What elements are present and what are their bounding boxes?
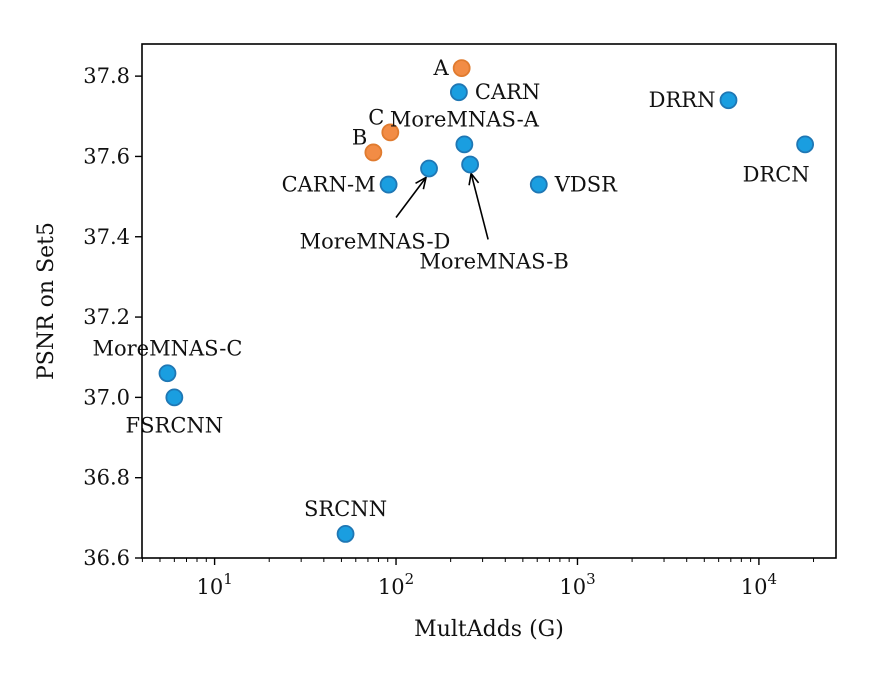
point-moremnas-a [455, 135, 474, 154]
point-label-moremnas-d: MoreMNAS-D [300, 229, 451, 253]
point-label-moremnas-c: MoreMNAS-C [92, 336, 242, 360]
point-label-vdsr: VDSR [554, 173, 618, 197]
point-label-c: C [368, 105, 384, 129]
point-label-moremnas-a: MoreMNAS-A [390, 107, 540, 131]
x-tick-label: 104 [741, 570, 777, 599]
point-srcnn [336, 525, 355, 543]
data-points [158, 59, 815, 543]
y-tick-label: 37.8 [83, 64, 130, 88]
annotations [395, 171, 489, 240]
x-tick-base: 10 [559, 575, 586, 599]
annotation-arrow-line [470, 173, 489, 240]
point-label-fsrcnn: FSRCNN [126, 413, 224, 437]
x-tick-exponent: 2 [405, 570, 415, 588]
x-tick-base: 10 [196, 575, 223, 599]
point-carn-m [379, 175, 398, 194]
point-label-carn-m: CARN-M [282, 173, 376, 197]
y-tick-label: 37.4 [83, 225, 130, 249]
point-label-srcnn: SRCNN [304, 497, 387, 521]
point-carn [449, 83, 468, 102]
x-tick-base: 10 [741, 575, 768, 599]
point-label-a: A [432, 56, 449, 80]
x-tick-exponent: 4 [768, 570, 778, 588]
x-tick-exponent: 3 [586, 570, 596, 588]
y-tick-label: 37.2 [83, 305, 130, 329]
point-label-b: B [352, 125, 367, 149]
x-tick-label: 102 [378, 570, 414, 599]
point-label-drrn: DRRN [649, 88, 716, 112]
y-tick-label: 37.6 [83, 144, 130, 168]
point-fsrcnn [165, 388, 184, 407]
x-tick-exponent: 1 [223, 570, 233, 588]
point-label-carn: CARN [475, 80, 540, 104]
annotation-arrow-head [468, 171, 480, 186]
point-c [381, 123, 400, 142]
point-moremnas-b [461, 155, 480, 174]
point-a [452, 59, 471, 77]
annotation-arrow-head [415, 175, 428, 190]
y-axis-label: PSNR on Set5 [34, 222, 59, 380]
point-label-drcn: DRCN [743, 162, 810, 186]
y-tick-label: 36.8 [83, 466, 130, 490]
x-tick-label: 101 [196, 570, 232, 599]
x-axis-label: MultAdds (G) [414, 617, 564, 642]
point-moremnas-c [158, 364, 177, 383]
point-vdsr [529, 175, 548, 194]
point-b [364, 143, 383, 162]
x-tick-base: 10 [378, 575, 405, 599]
point-moremnas-d [420, 159, 438, 178]
annotation-arrow-line [395, 177, 427, 218]
y-tick-label: 37.0 [83, 385, 130, 409]
point-drcn [796, 135, 815, 154]
plot-frame [141, 43, 837, 559]
point-drrn [719, 91, 738, 110]
y-tick-label: 36.6 [83, 546, 130, 570]
x-tick-label: 103 [559, 570, 595, 599]
point-label-moremnas-b: MoreMNAS-B [419, 249, 568, 273]
